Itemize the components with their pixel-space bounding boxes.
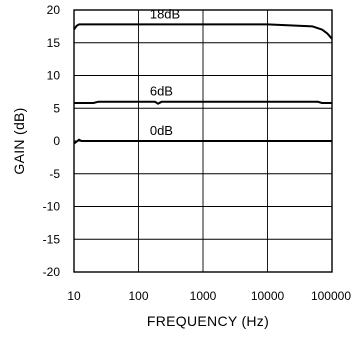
- y-axis-title: GAIN (dB): [11, 107, 27, 174]
- x-tick-label: 1000: [190, 289, 217, 303]
- y-tick-label: 15: [47, 36, 61, 50]
- series-label-18dB: 18dB: [150, 6, 180, 21]
- y-tick-labels: 20 15 10 5 0 -5 -10 -15 -20: [43, 3, 61, 279]
- y-tick-label: 20: [47, 3, 61, 17]
- plot-frame: [73, 9, 333, 273]
- series-label-0dB: 0dB: [150, 123, 173, 138]
- x-tick-label: 10: [67, 289, 81, 303]
- y-tick-label: -15: [43, 232, 61, 246]
- y-tick-label: 5: [53, 101, 60, 115]
- x-axis-title: FREQUENCY (Hz): [147, 313, 269, 329]
- y-tick-label: -5: [49, 167, 60, 181]
- y-tick-label: 0: [53, 134, 60, 148]
- y-tick-label: -20: [43, 265, 61, 279]
- series-line-6dB: [74, 100, 332, 105]
- x-tick-label: 100000: [311, 289, 351, 303]
- y-tick-label: -10: [43, 200, 61, 214]
- series-labels: 18dB 6dB 0dB: [150, 6, 180, 138]
- x-tick-label: 10000: [251, 289, 285, 303]
- series-line-0dB: [73, 138, 332, 145]
- x-tick-label: 100: [128, 289, 148, 303]
- series-lines: [73, 23, 333, 145]
- y-tick-label: 10: [47, 69, 61, 83]
- series-line-18dB: [73, 23, 333, 40]
- series-label-6dB: 6dB: [150, 84, 173, 99]
- x-tick-labels: 10 100 1000 10000 100000: [67, 289, 351, 303]
